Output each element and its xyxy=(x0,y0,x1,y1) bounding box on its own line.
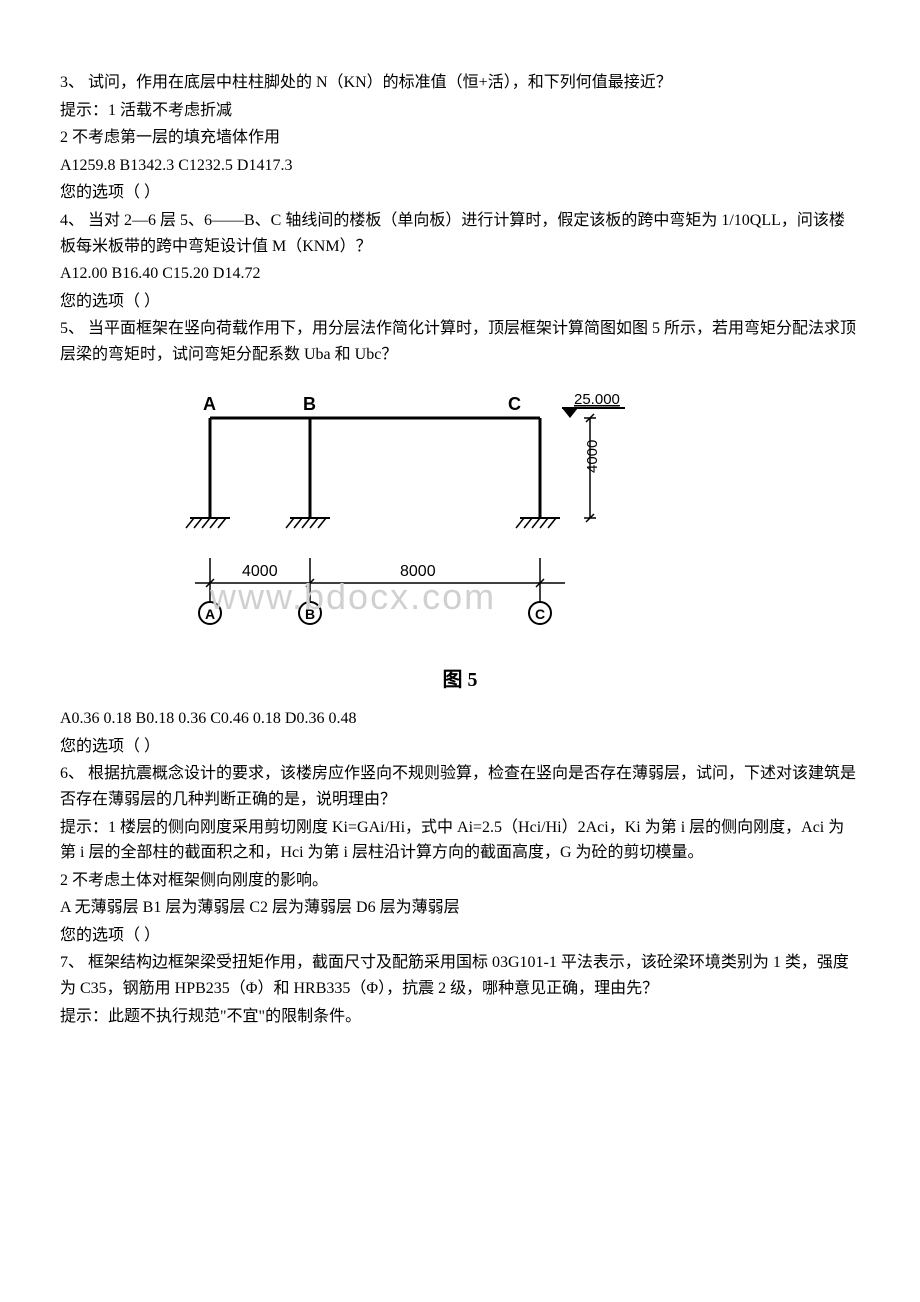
question-6-answer: 您的选项（ ） xyxy=(60,923,860,949)
elevation-label: 25.000 xyxy=(574,391,620,408)
frame-svg: A B C 25.000 4000 4000 8000 A B C xyxy=(170,388,630,648)
question-4-answer: 您的选项（ ） xyxy=(60,289,860,315)
span1-label: 4000 xyxy=(242,563,278,580)
question-3-options: A1259.8 B1342.3 C1232.5 D1417.3 xyxy=(60,153,860,179)
support-a-icon xyxy=(186,518,230,528)
axis-c-label: C xyxy=(535,606,545,622)
question-3-answer: 您的选项（ ） xyxy=(60,180,860,206)
question-6-hint2: 2 不考虑土体对框架侧向刚度的影响。 xyxy=(60,868,860,894)
question-6-options: A 无薄弱层 B1 层为薄弱层 C2 层为薄弱层 D6 层为薄弱层 xyxy=(60,895,860,921)
elevation-marker-icon xyxy=(562,408,625,418)
question-4-text: 4、 当对 2—6 层 5、6——B、C 轴线间的楼板（单向板）进行计算时，假定… xyxy=(60,208,860,259)
figure-5-diagram: A B C 25.000 4000 4000 8000 A B C www.bd xyxy=(170,388,860,697)
axis-a-label: A xyxy=(205,606,215,622)
question-5-text: 5、 当平面框架在竖向荷载作用下，用分层法作简化计算时，顶层框架计算简图如图 5… xyxy=(60,316,860,367)
question-6-text: 6、 根据抗震概念设计的要求，该楼房应作竖向不规则验算，检查在竖向是否存在薄弱层… xyxy=(60,761,860,812)
question-5-answer: 您的选项（ ） xyxy=(60,734,860,760)
question-7-text: 7、 框架结构边框架梁受扭矩作用，截面尺寸及配筋采用国标 03G101-1 平法… xyxy=(60,950,860,1001)
question-4-options: A12.00 B16.40 C15.20 D14.72 xyxy=(60,261,860,287)
question-3-hint2: 2 不考虑第一层的填充墙体作用 xyxy=(60,125,860,151)
node-b-label: B xyxy=(303,394,316,414)
question-5-options: A0.36 0.18 B0.18 0.36 C0.46 0.18 D0.36 0… xyxy=(60,706,860,732)
question-7-hint1: 提示：此题不执行规范"不宜"的限制条件。 xyxy=(60,1004,860,1030)
question-3-text: 3、 试问，作用在底层中柱柱脚处的 N（KN）的标准值（恒+活），和下列何值最接… xyxy=(60,70,860,96)
support-c-icon xyxy=(516,518,560,528)
span2-label: 8000 xyxy=(400,563,436,580)
question-6-hint1: 提示：1 楼层的侧向刚度采用剪切刚度 Ki=GAi/Hi，式中 Ai=2.5（H… xyxy=(60,815,860,866)
height-label: 4000 xyxy=(584,439,601,472)
figure-5-caption: 图 5 xyxy=(60,664,860,696)
support-b-icon xyxy=(286,518,330,528)
node-c-label: C xyxy=(508,394,521,414)
axis-b-label: B xyxy=(305,606,315,622)
node-a-label: A xyxy=(203,394,216,414)
question-3-hint1: 提示：1 活载不考虑折减 xyxy=(60,98,860,124)
